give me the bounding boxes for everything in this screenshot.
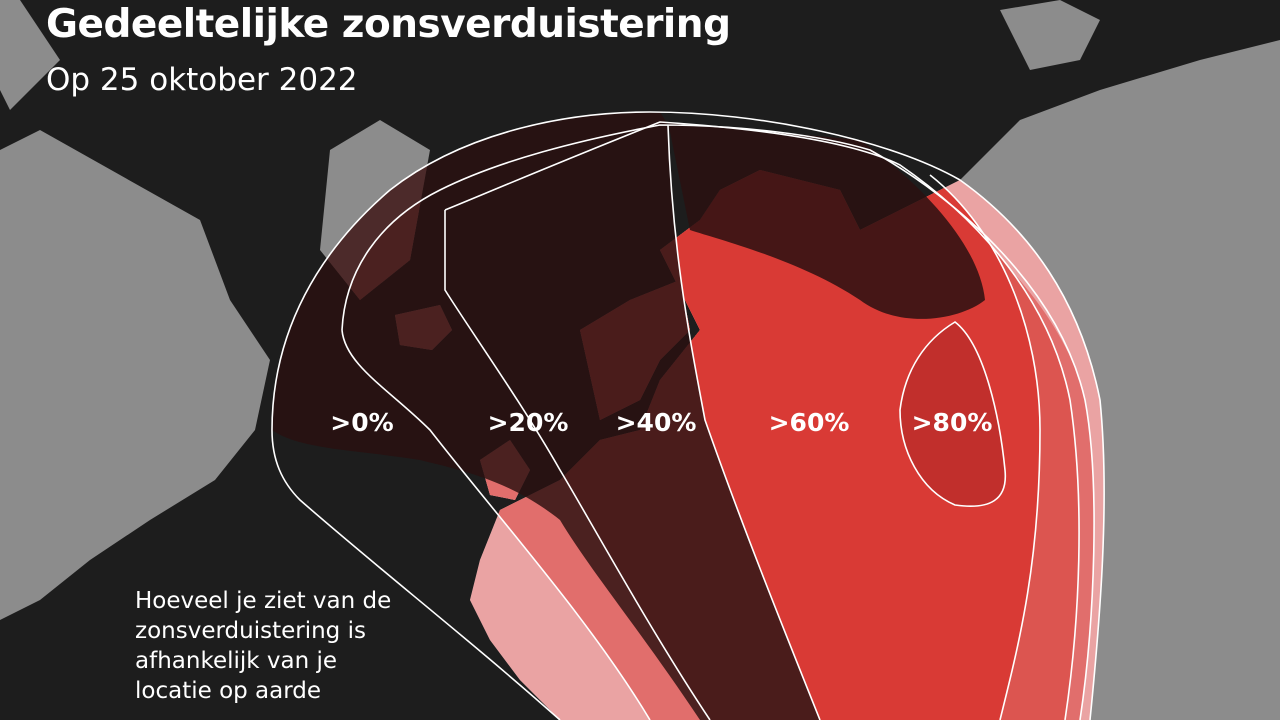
outline-40 — [444, 121, 1080, 720]
zone-label-60: >60% — [768, 408, 850, 437]
greenland-canada — [0, 130, 270, 620]
caption-line: afhankelijk van je — [135, 648, 338, 674]
zone-label-80: >80% — [911, 408, 993, 437]
outline-0 — [271, 111, 1105, 720]
outline-80 — [899, 321, 1007, 507]
outline-40-south — [444, 210, 711, 720]
novaya-zemlya — [1000, 0, 1100, 70]
outline-60 — [667, 124, 821, 720]
caption-line: zonsverduistering is — [135, 618, 366, 644]
caption-line: Hoeveel je ziet van de — [135, 588, 392, 614]
explanation-caption: Hoeveel je ziet van de zonsverduistering… — [135, 586, 465, 706]
outline-0-south — [271, 429, 561, 720]
caption-line: locatie op aarde — [135, 678, 322, 704]
zone-80-fill — [900, 322, 1006, 507]
zone-outlines — [271, 111, 1105, 720]
outline-20 — [341, 124, 1095, 720]
zone-label-40: >40% — [615, 408, 697, 437]
outline-60-east — [929, 174, 1041, 720]
zone-label-0: >0% — [330, 408, 394, 437]
zone-label-20: >20% — [487, 408, 569, 437]
arctic-island — [0, 0, 60, 110]
outline-20-south — [341, 329, 651, 720]
map-title: Gedeeltelijke zonsverduistering — [46, 2, 731, 47]
map-subtitle: Op 25 oktober 2022 — [46, 62, 358, 98]
night-overlay — [272, 112, 985, 720]
